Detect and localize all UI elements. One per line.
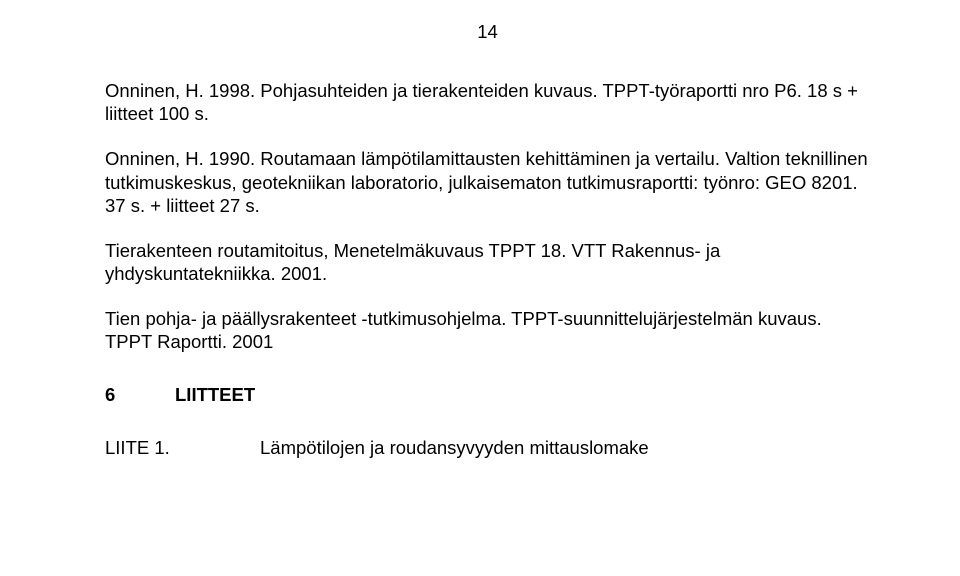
reference-paragraph: Onninen, H. 1998. Pohjasuhteiden ja tier… [105, 79, 870, 125]
page-number: 14 [105, 20, 870, 43]
appendix-label: LIITE 1. [105, 436, 260, 459]
section-title: LIITTEET [175, 384, 255, 405]
reference-paragraph: Tien pohja- ja päällysrakenteet -tutkimu… [105, 307, 870, 353]
section-heading: 6LIITTEET [105, 383, 870, 406]
appendix-text: Lämpötilojen ja roudansyvyyden mittauslo… [260, 436, 649, 459]
appendix-line: LIITE 1. Lämpötilojen ja roudansyvyyden … [105, 436, 870, 459]
section-number: 6 [105, 383, 175, 406]
reference-paragraph: Tierakenteen routamitoitus, Menetelmäkuv… [105, 239, 870, 285]
document-page: 14 Onninen, H. 1998. Pohjasuhteiden ja t… [0, 0, 960, 480]
reference-paragraph: Onninen, H. 1990. Routamaan lämpötilamit… [105, 147, 870, 216]
